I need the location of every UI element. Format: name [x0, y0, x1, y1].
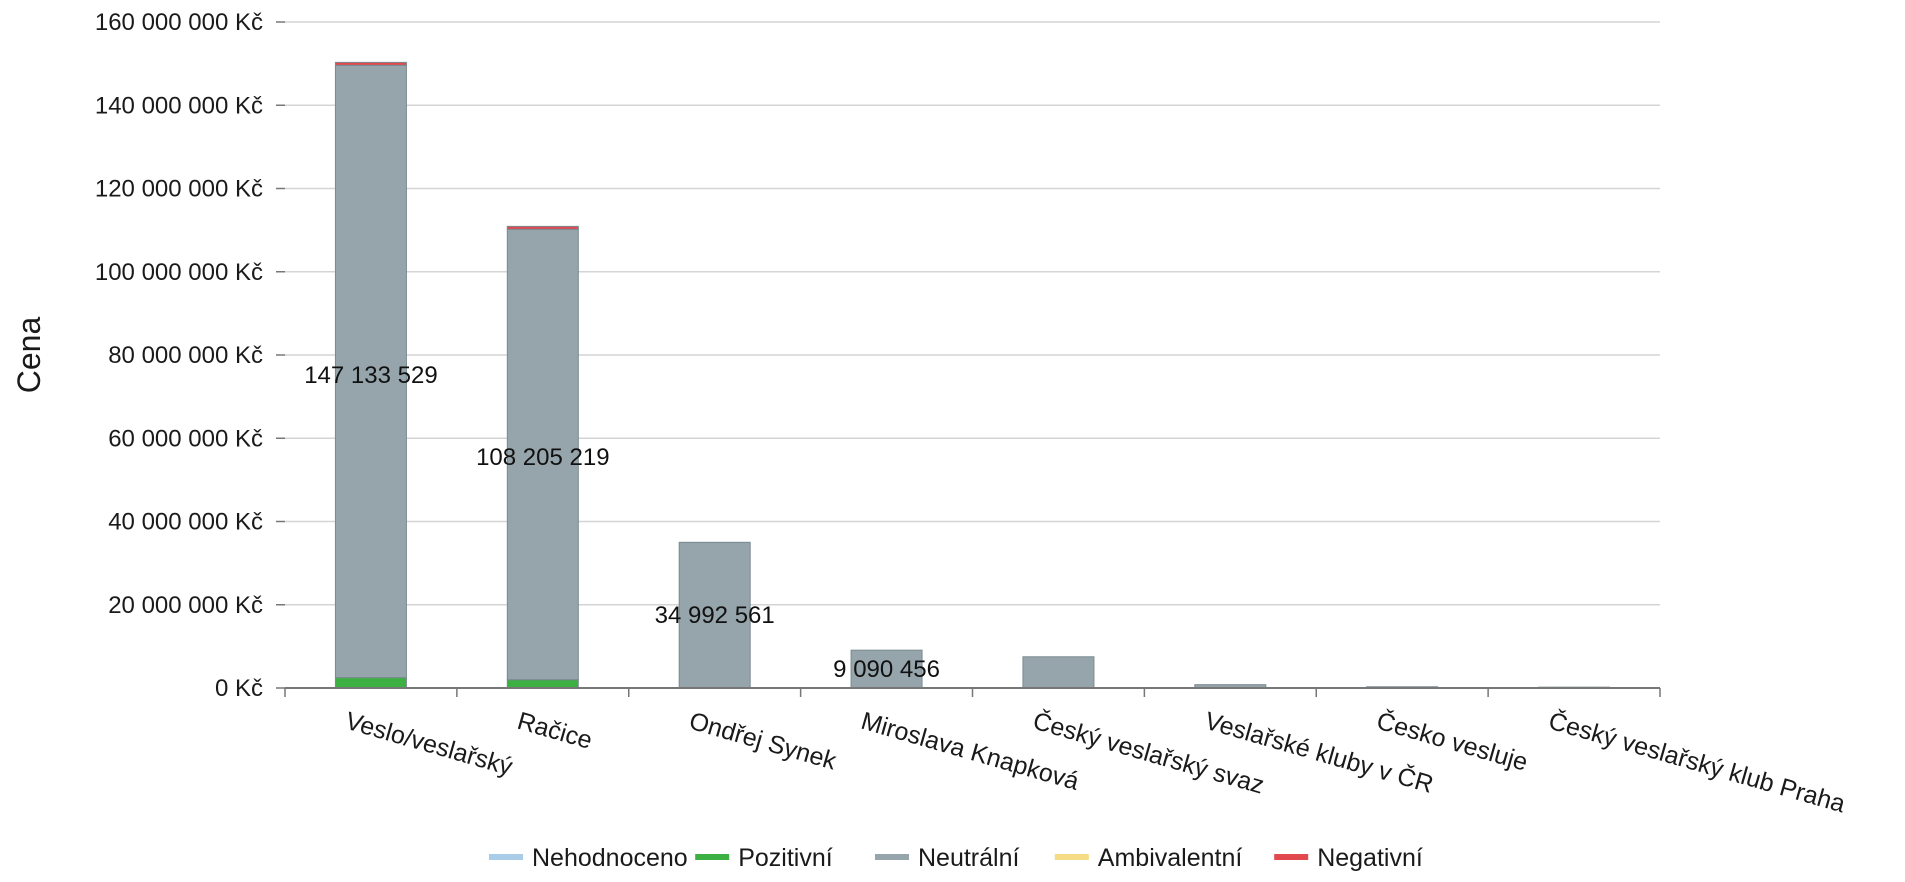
x-axis-ticks [284, 688, 1661, 697]
data-label: 108 205 219 [476, 444, 609, 471]
category-label: Ondřej Synek [686, 707, 840, 776]
legend-swatch [875, 854, 909, 860]
y-axis-ticks: 0 Kč 20 000 000 Kč 40 000 000 Kč 60 000 000… [95, 9, 285, 702]
legend-label: Neutrální [918, 844, 1019, 872]
legend-label: Pozitivní [738, 844, 833, 872]
y-tick-label: 120 000 000 Kč [95, 176, 263, 203]
legend-swatch [695, 854, 730, 860]
bar-segment [1022, 656, 1095, 689]
legend-item: Ambivalentní [1054, 844, 1243, 872]
bar-segment [506, 225, 579, 230]
y-tick-label: 160 000 000 Kč [95, 9, 263, 36]
bar-segment [334, 677, 407, 689]
legend-swatch [489, 854, 523, 860]
data-labels: 147 133 529 108 205 219 34 992 561 9 090 45… [304, 362, 940, 683]
bar-segment [506, 228, 579, 681]
legend-swatch [1274, 854, 1309, 860]
legend-item: Nehodnoceno [489, 844, 688, 872]
y-tick-label: 20 000 000 Kč [108, 592, 263, 619]
y-tick-label: 40 000 000 Kč [108, 509, 263, 536]
y-tick-label: 140 000 000 Kč [95, 92, 263, 119]
bar-segment [334, 61, 407, 66]
legend-item: Negativní [1274, 844, 1423, 872]
bar-segment [678, 541, 751, 689]
y-tick-label: 0 Kč [215, 675, 263, 702]
data-label: 9 090 456 [833, 656, 940, 683]
legend-label: Negativní [1317, 844, 1423, 872]
legend-label: Ambivalentní [1098, 844, 1243, 872]
category-label: Český veslařský klub Praha [1545, 706, 1848, 819]
gridlines [285, 21, 1660, 606]
data-label: 147 133 529 [304, 362, 437, 389]
data-label: 34 992 561 [655, 602, 775, 629]
y-tick-label: 100 000 000 Kč [95, 259, 263, 286]
y-axis-title: Cena [11, 317, 47, 394]
bar-segment [850, 649, 923, 689]
legend-label: Nehodnoceno [532, 844, 688, 872]
bar-segment [506, 679, 579, 689]
y-tick-label: 60 000 000 Kč [108, 425, 263, 452]
legend-swatch [1054, 854, 1089, 860]
legend-item: Pozitivní [695, 844, 833, 872]
bars [334, 61, 1611, 689]
legend-item: Neutrální [875, 844, 1019, 872]
category-label: Veslo/veslařský [342, 707, 516, 782]
y-tick-label: 80 000 000 Kč [108, 342, 263, 369]
bar-segment [334, 64, 407, 679]
legend: Nehodnoceno Pozitivní Neutrální Ambivalentn… [489, 844, 1423, 872]
category-label: Račice [514, 707, 595, 755]
